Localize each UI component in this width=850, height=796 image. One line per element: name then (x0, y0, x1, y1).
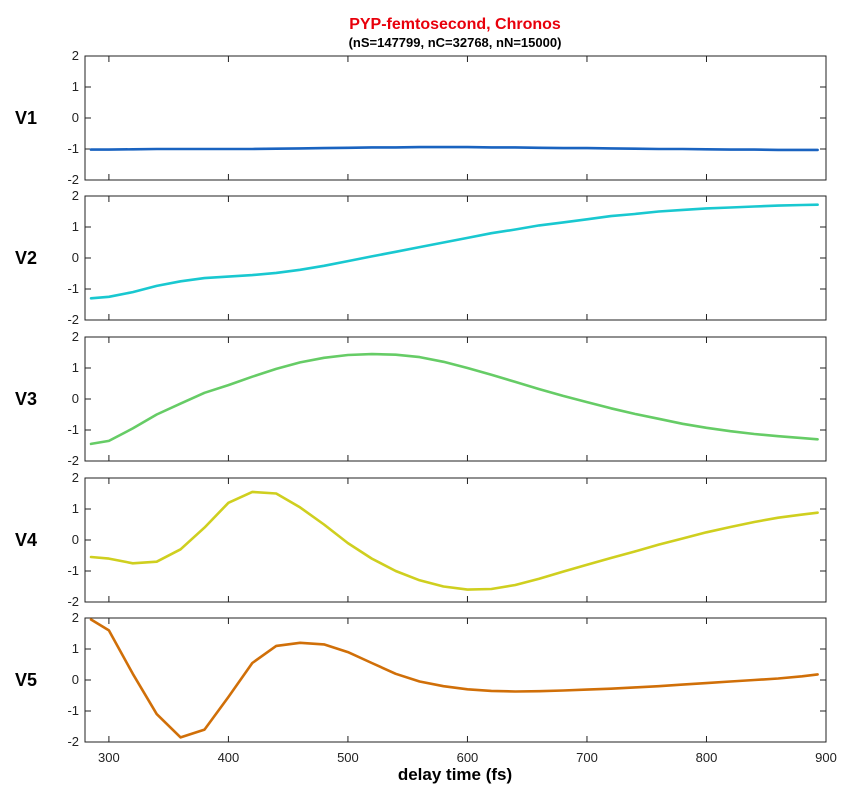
series-line-v5 (89, 618, 819, 739)
y-tick-label: 0 (72, 391, 79, 406)
y-tick-label: 2 (72, 188, 79, 203)
x-tick-label: 600 (457, 750, 479, 765)
y-tick-label: -2 (67, 172, 79, 187)
subplot-panels: 2 1 0 -1 -2 V1 2 1 0 -1 -2 V2 2 1 0 -1 -2 V3 2 1 0 -1 -2 V4 2 1 0 -… (15, 48, 837, 765)
series-label-v5: V5 (15, 670, 37, 690)
y-tick-label: -1 (67, 703, 79, 718)
y-tick-label: -1 (67, 563, 79, 578)
series-label-v2: V2 (15, 248, 37, 268)
x-tick-label: 700 (576, 750, 598, 765)
y-tick-label: -2 (67, 453, 79, 468)
y-tick-label: 2 (72, 329, 79, 344)
axes-frame (84, 477, 827, 603)
x-axis-label: delay time (fs) (398, 765, 512, 784)
series-label-v4: V4 (15, 530, 37, 550)
subplot-v4: 2 1 0 -1 -2 V4 (15, 470, 827, 609)
y-tick-label: -2 (67, 312, 79, 327)
y-tick-label: 0 (72, 110, 79, 125)
subplot-v2: 2 1 0 -1 -2 V2 (15, 188, 827, 327)
series-label-v3: V3 (15, 389, 37, 409)
y-tick-label: 1 (72, 219, 79, 234)
y-tick-label: 1 (72, 79, 79, 94)
subplot-v1: 2 1 0 -1 -2 V1 (15, 48, 827, 187)
y-tick-label: 1 (72, 501, 79, 516)
x-tick-label: 800 (696, 750, 718, 765)
y-tick-label: 1 (72, 641, 79, 656)
series-label-v1: V1 (15, 108, 37, 128)
y-tick-label: -1 (67, 141, 79, 156)
y-tick-label: 0 (72, 532, 79, 547)
axes-frame (84, 617, 827, 743)
chart-title: PYP-femtosecond, Chronos (349, 16, 561, 33)
x-tick-label: 300 (98, 750, 120, 765)
subplot-v3: 2 1 0 -1 -2 V3 (15, 329, 827, 468)
axes-frame (84, 55, 827, 181)
y-tick-label: 0 (72, 250, 79, 265)
subplot-v5: 2 1 0 -1 -2 300 400 500 600 700 800 900 V5 (15, 610, 837, 765)
axes-frame (84, 195, 827, 321)
series-line-v2 (89, 203, 819, 300)
y-tick-label: -1 (67, 422, 79, 437)
series-line-v3 (89, 352, 819, 446)
axes-frame (84, 336, 827, 462)
chart-subtitle: (nS=147799, nC=32768, nN=15000) (349, 35, 562, 50)
y-tick-label: 2 (72, 610, 79, 625)
series-line-v4 (89, 490, 819, 591)
x-tick-label: 500 (337, 750, 359, 765)
y-tick-label: 2 (72, 470, 79, 485)
y-tick-label: -1 (67, 281, 79, 296)
y-tick-label: -2 (67, 594, 79, 609)
y-tick-label: 1 (72, 360, 79, 375)
series-line-v1 (89, 145, 819, 152)
y-tick-label: 0 (72, 672, 79, 687)
y-tick-label: 2 (72, 48, 79, 63)
y-tick-label: -2 (67, 734, 79, 749)
x-tick-label: 400 (218, 750, 240, 765)
x-tick-label: 900 (815, 750, 837, 765)
